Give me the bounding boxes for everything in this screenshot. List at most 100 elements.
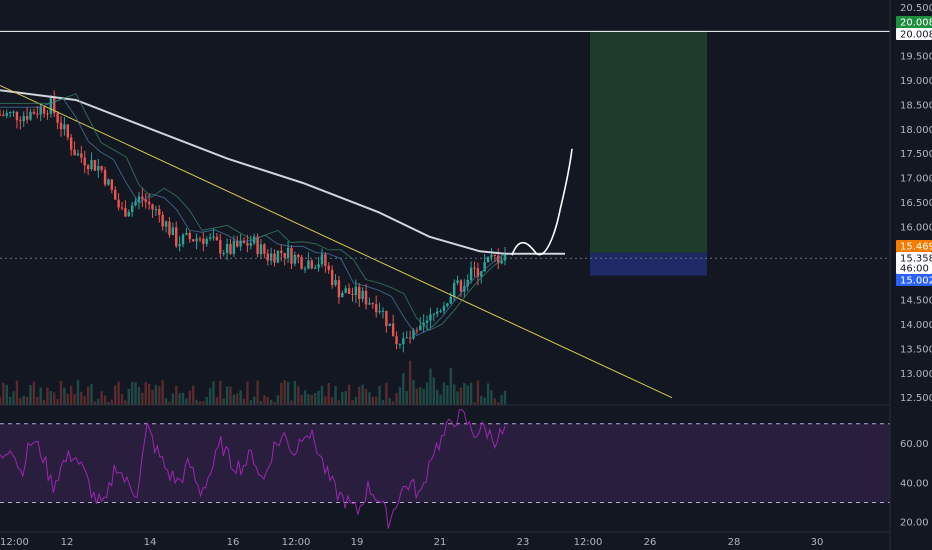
candle-body xyxy=(168,221,171,235)
volume-bar xyxy=(117,381,120,405)
candle-body xyxy=(317,264,320,268)
volume-bar xyxy=(276,395,280,405)
target-zone-rect[interactable] xyxy=(590,31,707,253)
price-tag-label: 46:00 xyxy=(900,264,929,275)
time-tick-label: 12:00 xyxy=(282,537,311,548)
volume-bar xyxy=(503,390,507,405)
stop-zone-rect[interactable] xyxy=(590,252,707,276)
indicator-band xyxy=(0,423,890,503)
candle-body xyxy=(144,199,147,202)
volume-bar xyxy=(56,399,59,405)
candle-body xyxy=(266,253,269,261)
candle-body xyxy=(66,124,69,138)
time-axis[interactable]: 12:00 12 14 16 12:00 19 21 23 12:00 26 28 30 xyxy=(0,537,823,548)
candle-body xyxy=(171,227,175,235)
volume-bar xyxy=(164,398,168,405)
candle-body xyxy=(137,196,141,202)
trendline[interactable] xyxy=(0,84,673,399)
candle-body xyxy=(276,250,280,263)
volume-bar xyxy=(208,388,212,405)
candle-body xyxy=(446,303,449,307)
candle-body xyxy=(127,212,130,217)
candle-body xyxy=(408,337,412,339)
time-tick-label: 23 xyxy=(517,537,530,548)
volume-bar xyxy=(327,382,330,405)
candle-body xyxy=(371,303,375,305)
candle-body xyxy=(90,160,93,169)
volume-bar xyxy=(97,398,100,405)
volume-bar xyxy=(161,380,164,405)
candle-body xyxy=(280,250,283,253)
candle-body xyxy=(236,240,239,247)
candle-body xyxy=(364,290,368,305)
price-panel[interactable] xyxy=(0,30,890,405)
candle-body xyxy=(486,257,490,263)
price-tag-box xyxy=(896,262,932,274)
volume-bar xyxy=(469,382,473,405)
candle-body xyxy=(490,255,493,258)
target-zone xyxy=(590,31,707,276)
candle-body xyxy=(151,204,154,210)
price-tick-label: 18.000 xyxy=(900,125,932,136)
volume-bar xyxy=(63,387,66,405)
candle-body xyxy=(432,313,436,315)
volume-bar xyxy=(29,384,32,405)
secondary-ma xyxy=(0,93,506,331)
candle-body xyxy=(222,253,225,255)
time-tick-label: 19 xyxy=(351,537,364,548)
candle-body xyxy=(12,111,15,113)
volume-bar xyxy=(93,401,97,405)
volume-bar xyxy=(80,391,83,405)
candle-body xyxy=(263,244,266,254)
candle-body xyxy=(22,116,25,122)
volume-bar xyxy=(42,400,46,405)
candle-body xyxy=(391,323,395,337)
volume-bar xyxy=(107,401,110,405)
candle-body xyxy=(473,267,476,269)
projection-drawing[interactable] xyxy=(511,148,573,256)
volume-bar xyxy=(222,398,225,405)
volume-bar xyxy=(452,384,456,405)
volume-bar xyxy=(385,382,388,405)
price-axis[interactable]: 12.50013.00013.50014.00014.50015.00015.5… xyxy=(900,3,932,404)
volume-bar xyxy=(205,396,208,405)
volume-bar xyxy=(147,383,151,405)
candle-body xyxy=(361,290,364,299)
candle-body xyxy=(459,280,463,292)
indicator-axis[interactable]: 20.00 40.00 60.00 xyxy=(900,439,929,529)
volume-bar xyxy=(446,385,449,405)
candle-body xyxy=(347,288,351,294)
indicator-panel[interactable] xyxy=(0,409,890,529)
volume-bars xyxy=(0,360,507,405)
candle-body xyxy=(19,120,22,122)
volume-bar xyxy=(137,387,141,405)
price-tick-label: 16.500 xyxy=(900,198,932,209)
volume-bar xyxy=(256,380,259,405)
price-tick-label: 14.000 xyxy=(900,320,932,331)
candle-body xyxy=(425,320,429,323)
volume-bar xyxy=(354,396,358,405)
price-tick-label: 19.500 xyxy=(900,52,932,63)
candle-body xyxy=(341,293,344,298)
candle-body xyxy=(452,282,456,297)
volume-bar xyxy=(317,390,320,405)
candle-body xyxy=(191,239,195,242)
price-tag-label: 20.008 xyxy=(900,30,932,41)
volume-bar xyxy=(300,394,303,405)
candle-body xyxy=(320,254,324,265)
volume-bar xyxy=(391,401,395,405)
volume-bar xyxy=(219,380,222,405)
candle-body xyxy=(147,201,151,205)
volume-bar xyxy=(476,380,480,405)
price-tag-box xyxy=(896,16,932,28)
volume-bar xyxy=(290,400,293,405)
candle-body xyxy=(269,253,273,261)
volume-bar xyxy=(381,399,385,405)
indicator-line xyxy=(0,409,506,529)
candle-body xyxy=(273,253,276,263)
candle-body xyxy=(368,303,371,305)
volume-bar xyxy=(351,400,354,405)
volume-bar xyxy=(151,389,154,405)
